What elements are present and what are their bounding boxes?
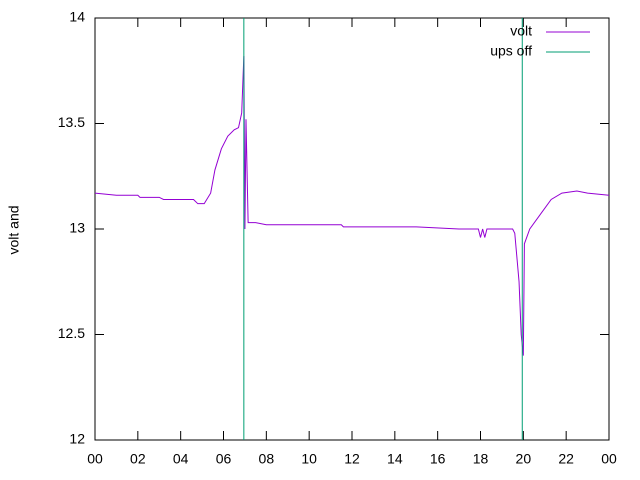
x-tick-label: 02 — [130, 451, 146, 467]
x-tick-label: 06 — [216, 451, 232, 467]
legend-label: volt — [510, 23, 532, 39]
x-tick-label: 12 — [344, 451, 360, 467]
y-tick-label: 13 — [69, 220, 85, 236]
y-axis-label: volt and — [6, 205, 22, 254]
x-tick-label: 10 — [301, 451, 317, 467]
x-tick-label: 04 — [173, 451, 189, 467]
plot-border — [94, 17, 610, 441]
x-tick-label: 16 — [430, 451, 446, 467]
y-tick-label: 13.5 — [58, 114, 85, 130]
y-tick-label: 14 — [69, 9, 85, 25]
x-tick-label: 20 — [516, 451, 532, 467]
x-tick-label: 18 — [473, 451, 489, 467]
x-tick-label: 00 — [601, 451, 617, 467]
y-tick-label: 12 — [69, 431, 85, 447]
legend-label: ups off — [490, 43, 532, 59]
x-tick-label: 00 — [87, 451, 103, 467]
volt-line — [94, 55, 610, 356]
x-tick-label: 14 — [387, 451, 403, 467]
x-tick-label: 08 — [259, 451, 275, 467]
x-tick-label: 22 — [558, 451, 574, 467]
y-tick-label: 12.5 — [58, 325, 85, 341]
